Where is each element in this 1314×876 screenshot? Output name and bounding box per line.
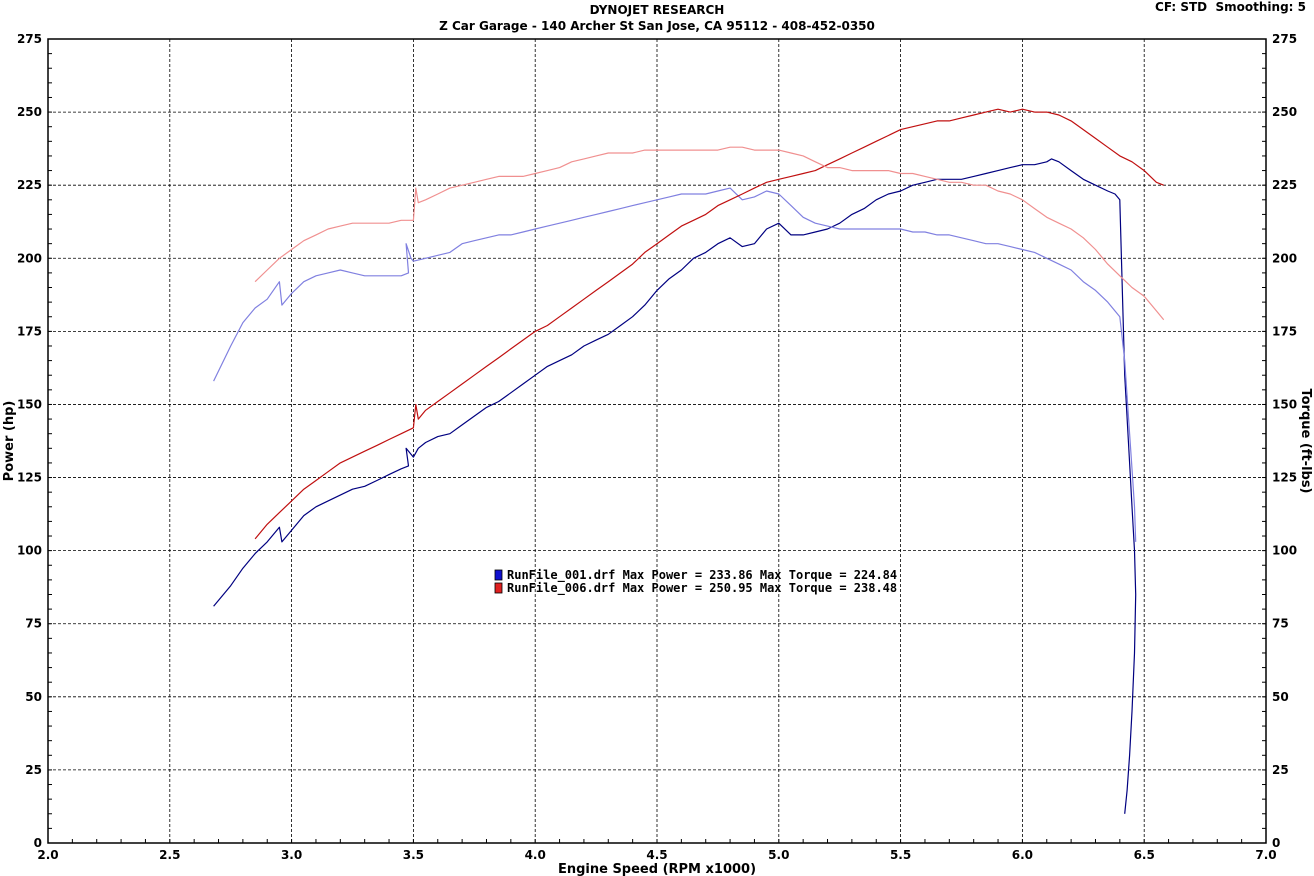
y2-tick-label: 275 xyxy=(1272,32,1297,46)
y-tick-label: 50 xyxy=(25,690,42,704)
y2-tick-label: 175 xyxy=(1272,324,1297,338)
series-line-runfile-006-drf-power xyxy=(254,108,1164,540)
y-tick-label: 100 xyxy=(17,544,42,558)
series-lines xyxy=(213,108,1165,814)
cf-smoothing-label: CF: STD Smoothing: 5 xyxy=(1155,0,1306,14)
x-tick-label: 3.0 xyxy=(281,848,302,862)
x-tick-label: 2.5 xyxy=(159,848,180,862)
y-tick-label: 225 xyxy=(17,178,42,192)
x-tick-label: 3.5 xyxy=(403,848,424,862)
axis-ticks: 2.0 2.5 3.0 3.5 4.0 4.5 5.0 5.5 6.0 6.5 7.00 025 255… xyxy=(17,32,1297,862)
y-axis-label: Power (hp) xyxy=(2,401,17,482)
chart-title: DYNOJET RESEARCH xyxy=(589,3,725,17)
y2-tick-label: 75 xyxy=(1272,617,1289,631)
legend-swatch xyxy=(494,569,503,581)
y-tick-label: 75 xyxy=(25,617,42,631)
legend-swatch xyxy=(494,582,503,594)
series-line-runfile-001-drf-torque xyxy=(213,187,1137,542)
grid-lines xyxy=(48,39,1266,843)
y2-tick-label: 125 xyxy=(1272,471,1297,485)
x-tick-label: 4.0 xyxy=(525,848,546,862)
chart-subtitle: Z Car Garage - 140 Archer St San Jose, C… xyxy=(439,19,875,33)
y2-tick-label: 100 xyxy=(1272,544,1297,558)
legend-entry: RunFile_001.drf Max Power = 233.86 Max T… xyxy=(507,568,897,583)
y2-tick-label: 250 xyxy=(1272,105,1297,119)
y-tick-label: 275 xyxy=(17,32,42,46)
y2-tick-label: 150 xyxy=(1272,397,1297,411)
series-line-runfile-006-drf-torque xyxy=(254,146,1165,321)
y2-tick-label: 50 xyxy=(1272,690,1289,704)
y-tick-label: 200 xyxy=(17,251,42,265)
y-tick-label: 0 xyxy=(34,836,42,850)
x-tick-label: 6.0 xyxy=(1012,848,1033,862)
series-line-runfile-001-drf-power xyxy=(213,158,1137,814)
y-tick-label: 25 xyxy=(25,763,42,777)
y-tick-label: 175 xyxy=(17,324,42,338)
y-tick-label: 150 xyxy=(17,397,42,411)
x-axis-label: Engine Speed (RPM x1000) xyxy=(558,862,756,876)
x-tick-label: 4.5 xyxy=(646,848,667,862)
y2-tick-label: 225 xyxy=(1272,178,1297,192)
x-tick-label: 5.0 xyxy=(768,848,789,862)
x-tick-label: 5.5 xyxy=(890,848,911,862)
x-tick-label: 6.5 xyxy=(1134,848,1155,862)
y2-tick-label: 25 xyxy=(1272,763,1289,777)
y2-tick-label: 0 xyxy=(1272,836,1280,850)
y-tick-label: 250 xyxy=(17,105,42,119)
x-tick-label: 7.0 xyxy=(1255,848,1276,862)
y2-axis-label: Torque (ft-lbs) xyxy=(1298,388,1313,493)
x-tick-label: 2.0 xyxy=(37,848,58,862)
legend-entry: RunFile_006.drf Max Power = 250.95 Max T… xyxy=(507,581,897,596)
y2-tick-label: 200 xyxy=(1272,251,1297,265)
y-tick-label: 125 xyxy=(17,471,42,485)
legend: RunFile_001.drf Max Power = 233.86 Max T… xyxy=(494,568,897,596)
